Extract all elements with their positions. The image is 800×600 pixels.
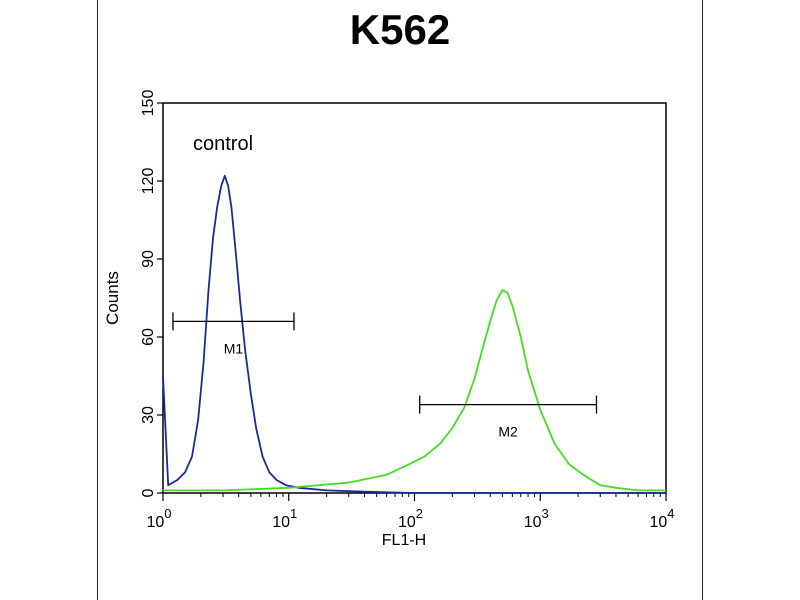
x-tick-label: 102 (398, 506, 423, 531)
x-axis-label: FL1-H (382, 532, 426, 549)
x-tick-label: 103 (524, 506, 549, 531)
chart-title: K562 (349, 6, 451, 53)
y-tick-label: 30 (140, 406, 157, 424)
y-tick-label: 60 (140, 328, 157, 346)
y-axis: 0 30 60 90 120 150 (140, 90, 163, 497)
marker-layer: M1 M2 (172, 312, 598, 440)
plot-area (162, 102, 667, 494)
y-tick-label: 120 (140, 168, 157, 195)
gate-marker-label: M2 (498, 424, 518, 440)
series-layer (162, 174, 666, 494)
control-histogram-line (162, 174, 666, 494)
sample-histogram-line (163, 289, 666, 492)
y-axis-label: Counts (103, 271, 122, 325)
y-tick-label: 90 (140, 250, 157, 268)
x-tick-label: 104 (649, 506, 674, 531)
y-tick-label: 0 (140, 488, 157, 497)
gate-marker-label: M1 (224, 340, 244, 356)
figure-frame (97, 0, 703, 600)
control-annotation: control (193, 133, 253, 155)
x-tick-label: 101 (272, 506, 297, 531)
x-axis: 100 101 102 103 104 (146, 493, 675, 531)
x-tick-label: 100 (146, 506, 171, 531)
y-tick-label: 150 (140, 90, 157, 117)
